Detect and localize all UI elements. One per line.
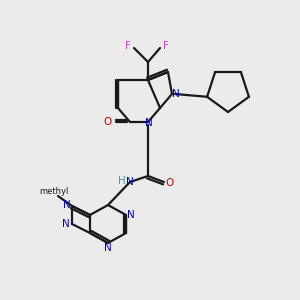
Text: N: N [127, 210, 135, 220]
Text: N: N [63, 200, 71, 210]
Text: F: F [163, 41, 169, 51]
Text: O: O [103, 117, 111, 127]
Text: N: N [104, 243, 112, 253]
Text: O: O [166, 178, 174, 188]
Text: H: H [118, 176, 126, 186]
Text: N: N [126, 177, 134, 187]
Text: N: N [62, 219, 70, 229]
Text: F: F [125, 41, 131, 51]
Text: N: N [172, 89, 180, 99]
Text: methyl: methyl [39, 187, 69, 196]
Text: N: N [145, 118, 153, 128]
